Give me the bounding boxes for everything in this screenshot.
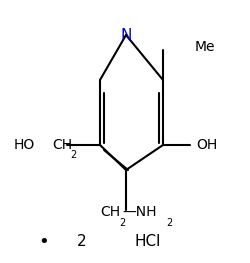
Text: 2: 2 [165,218,172,228]
Text: •: • [38,233,49,251]
Text: N: N [120,28,131,43]
Text: 2: 2 [118,218,125,228]
Text: —NH: —NH [122,205,156,219]
Text: CH: CH [52,138,72,152]
Text: OH: OH [195,138,216,152]
Text: 2: 2 [70,150,76,160]
Text: 2: 2 [77,235,86,250]
Text: CH: CH [100,205,120,219]
Text: HO: HO [14,138,35,152]
Text: HCl: HCl [134,235,160,250]
Text: Me: Me [194,40,215,54]
